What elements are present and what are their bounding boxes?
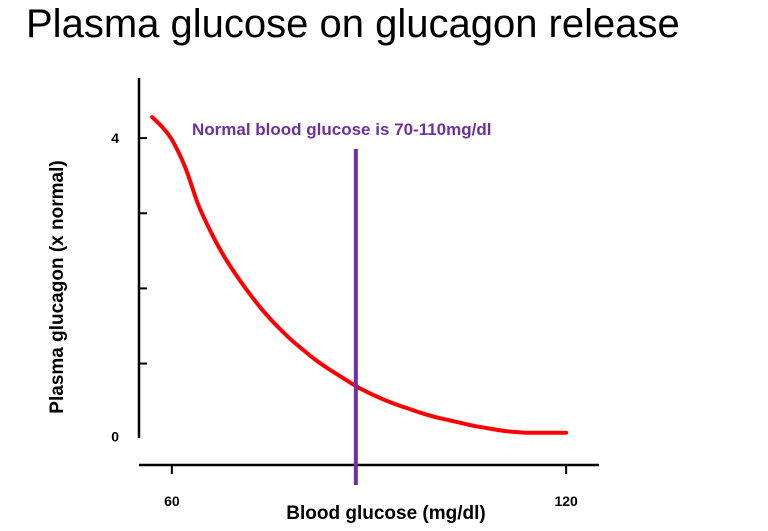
series-layer: [150, 115, 569, 435]
page-title: Plasma glucose on glucagon release: [26, 2, 680, 46]
annotation-layer: Normal blood glucose is 70-110mg/dl: [192, 120, 491, 485]
y-tick-label: 0: [111, 429, 119, 445]
ticks: [138, 137, 568, 474]
x-tick-label: 60: [164, 493, 180, 509]
y-tick-label: 4: [111, 130, 119, 146]
normal-range-annotation: Normal blood glucose is 70-110mg/dl: [192, 120, 491, 139]
x-tick-label: 120: [554, 493, 578, 509]
glucagon-curve: [150, 115, 569, 435]
axis-labels: 0 4 60 120 Blood glucose (mg/dl) Plasma gluca…: [47, 130, 578, 524]
x-axis-title: Blood glucose (mg/dl): [286, 503, 486, 524]
y-axis-title: Plasma glucagon (x normal): [47, 160, 68, 413]
